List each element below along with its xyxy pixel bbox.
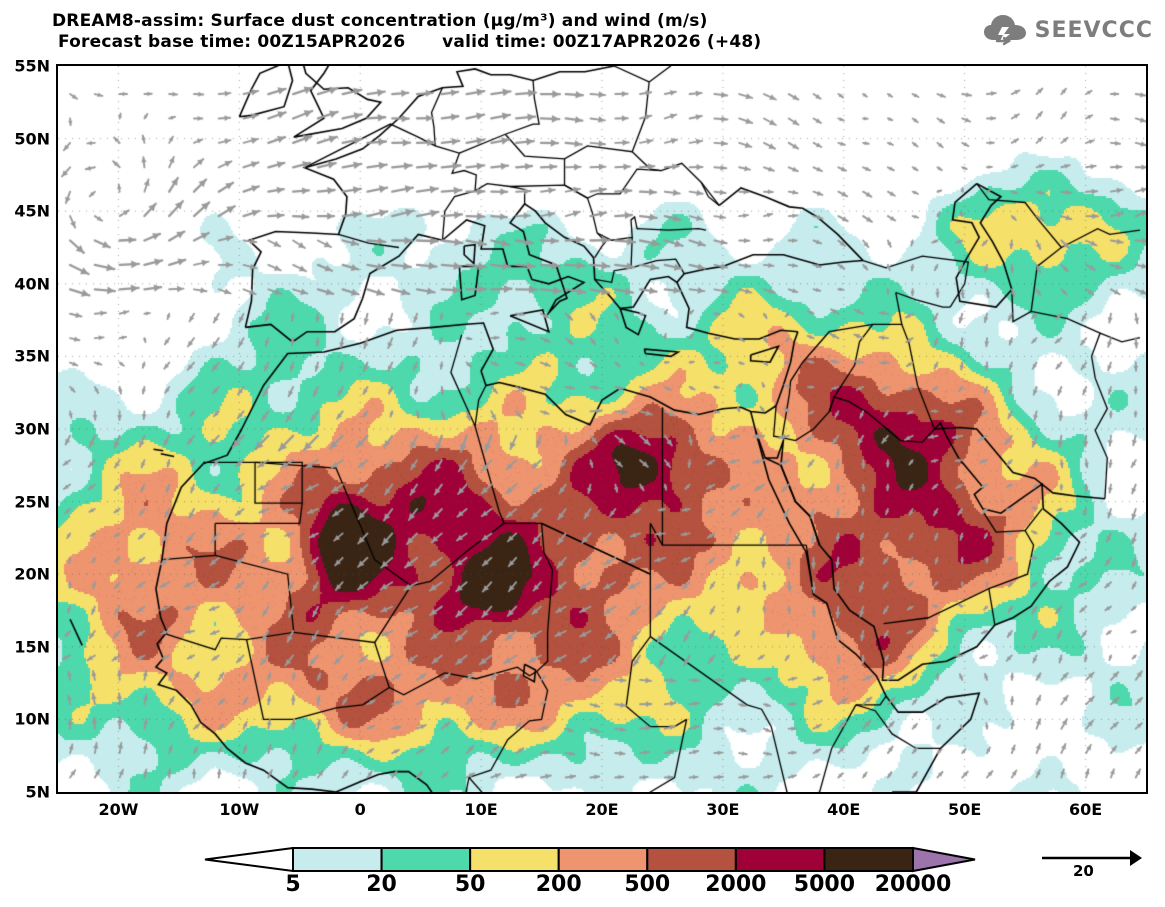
- x-tick-60E: 60E: [1068, 800, 1103, 819]
- logo-text: SEEVCCC: [1034, 17, 1153, 43]
- x-tick-50E: 50E: [948, 800, 982, 819]
- y-tick-20N: 20N: [14, 564, 50, 584]
- header: DREAM8-assim: Surface dust concentration…: [0, 0, 1165, 60]
- y-tick-35N: 35N: [14, 346, 50, 366]
- map-plot-area[interactable]: [56, 64, 1148, 794]
- x-tick-10E: 10E: [464, 800, 498, 819]
- colorbar-segment-3[interactable]: [557, 847, 649, 872]
- colorbar-segment-1[interactable]: [380, 847, 472, 872]
- colorbar-tick-5: 5: [285, 872, 301, 897]
- colorbar-segment-6[interactable]: [823, 847, 915, 872]
- colorbar-segment-2[interactable]: [469, 847, 560, 872]
- y-tick-15N: 15N: [14, 637, 50, 657]
- colorbar-over-arrow: [912, 846, 976, 873]
- y-tick-25N: 25N: [14, 492, 50, 512]
- forecast-time-subtitle: Forecast base time: 00Z15APR2026 valid t…: [58, 32, 762, 52]
- y-tick-50N: 50N: [14, 129, 50, 149]
- colorbar-tick-500: 500: [624, 872, 671, 897]
- colorbar-segment-4[interactable]: [646, 847, 737, 872]
- x-tick-20W: 20W: [98, 800, 139, 819]
- x-tick-30E: 30E: [706, 800, 740, 819]
- colorbar-tick-50: 50: [454, 872, 486, 897]
- colorbar-tick-2000: 2000: [705, 872, 767, 897]
- x-tick-0: 0: [354, 800, 366, 819]
- title-block: DREAM8-assim: Surface dust concentration…: [52, 11, 761, 53]
- wind-scale-label: 20: [1073, 862, 1094, 880]
- colorbar-segment-5[interactable]: [734, 847, 826, 872]
- dust-concentration-map[interactable]: [58, 66, 1146, 792]
- wind-scale-arrow: [1042, 850, 1142, 866]
- y-tick-45N: 45N: [14, 201, 50, 221]
- page-title: DREAM8-assim: Surface dust concentration…: [52, 11, 708, 31]
- y-tick-30N: 30N: [14, 419, 50, 439]
- y-tick-10N: 10N: [14, 709, 50, 729]
- colorbar-tick-5000: 5000: [793, 872, 856, 897]
- colorbar-under-arrow: [204, 846, 294, 873]
- cloud-wind-icon: [983, 15, 1026, 46]
- colorbar-tick-200: 200: [535, 872, 582, 897]
- colorbar-tick-20000: 20000: [874, 872, 952, 897]
- x-tick-10W: 10W: [219, 800, 260, 819]
- y-tick-40N: 40N: [14, 274, 50, 294]
- colorbar-tick-20: 20: [366, 872, 397, 897]
- colorbar-tick-labels: 5 20 50 200 500 2000 5000 20000: [0, 872, 1165, 902]
- colorbar[interactable]: [0, 840, 1165, 907]
- x-tick-20E: 20E: [585, 800, 619, 819]
- y-tick-5N: 5N: [25, 782, 50, 802]
- seevccc-logo: SEEVCCC: [982, 14, 1153, 46]
- x-tick-40E: 40E: [827, 800, 861, 819]
- colorbar-segment-0[interactable]: [292, 847, 383, 872]
